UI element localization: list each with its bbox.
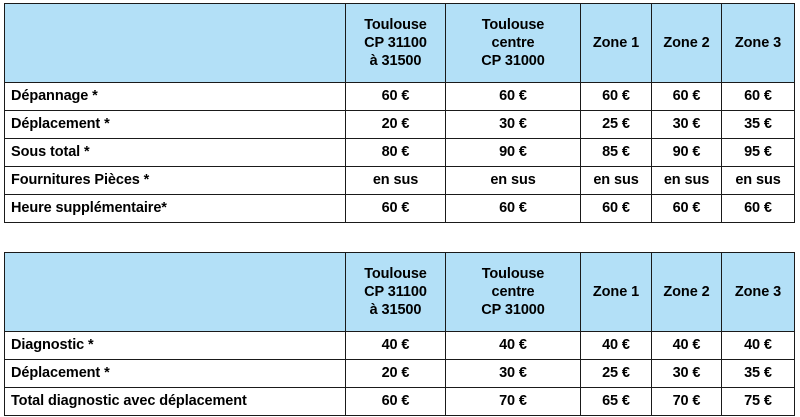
- cell-value: 25 €: [580, 359, 652, 388]
- header-line: Zone 3: [734, 283, 782, 300]
- cell-value: 60 €: [345, 387, 446, 416]
- cell-value: 40 €: [580, 331, 652, 360]
- row-label: Déplacement *: [4, 359, 346, 388]
- header-line: Toulouse: [364, 265, 427, 282]
- cell-value: 80 €: [345, 138, 446, 167]
- header-line: centre: [491, 283, 535, 300]
- cell-value: 30 €: [651, 359, 722, 388]
- cell-value: 60 €: [445, 82, 581, 111]
- cell-value: 95 €: [721, 138, 795, 167]
- header-line: à 31500: [369, 53, 422, 70]
- cell-value: en sus: [651, 166, 722, 195]
- cell-value: 90 €: [445, 138, 581, 167]
- cell-value: 85 €: [580, 138, 652, 167]
- cell-value: en sus: [345, 166, 446, 195]
- header-line: Toulouse: [481, 265, 545, 282]
- cell-value: 30 €: [445, 359, 581, 388]
- table-row: Total diagnostic avec déplacement 60 € 7…: [4, 387, 795, 416]
- header-cell-zone-3: Zone 3: [721, 3, 795, 83]
- table-tarifs-depannage: Toulouse CP 31100 à 31500 Toulouse centr…: [4, 3, 795, 223]
- row-label: Heure supplémentaire*: [4, 194, 346, 223]
- row-label: Fournitures Pièces *: [4, 166, 346, 195]
- cell-value: 60 €: [721, 82, 795, 111]
- row-label: Déplacement *: [4, 110, 346, 139]
- cell-value: 60 €: [580, 82, 652, 111]
- cell-value: 60 €: [651, 194, 722, 223]
- cell-value: 30 €: [651, 110, 722, 139]
- header-cell-blank: [4, 3, 346, 83]
- table-row: Fournitures Pièces * en sus en sus en su…: [4, 166, 795, 195]
- row-label: Sous total *: [4, 138, 346, 167]
- header-line: à 31500: [369, 302, 422, 319]
- header-cell-zone-1: Zone 1: [580, 252, 652, 332]
- header-cell-toulouse-centre: Toulouse centre CP 31000: [445, 3, 581, 83]
- header-line: Zone 1: [592, 34, 640, 51]
- header-line: Zone 1: [592, 283, 640, 300]
- cell-value: 25 €: [580, 110, 652, 139]
- cell-value: 65 €: [580, 387, 652, 416]
- header-line: Zone 2: [663, 283, 710, 300]
- table-row: Déplacement * 20 € 30 € 25 € 30 € 35 €: [4, 359, 795, 388]
- header-cell-zone-3: Zone 3: [721, 252, 795, 332]
- table-row: Heure supplémentaire* 60 € 60 € 60 € 60 …: [4, 194, 795, 223]
- cell-value: en sus: [580, 166, 652, 195]
- cell-value: 40 €: [721, 331, 795, 360]
- header-cell-toulouse-cp: Toulouse CP 31100 à 31500: [345, 252, 446, 332]
- cell-value: 70 €: [445, 387, 581, 416]
- cell-value: 40 €: [651, 331, 722, 360]
- table-row: Déplacement * 20 € 30 € 25 € 30 € 35 €: [4, 110, 795, 139]
- header-line: CP 31000: [481, 53, 545, 70]
- table-header-row: Toulouse CP 31100 à 31500 Toulouse centr…: [4, 252, 795, 332]
- header-line: Zone 2: [663, 34, 710, 51]
- cell-value: 40 €: [345, 331, 446, 360]
- table-tarifs-diagnostic: Toulouse CP 31100 à 31500 Toulouse centr…: [4, 252, 795, 416]
- cell-value: 30 €: [445, 110, 581, 139]
- table-row: Dépannage * 60 € 60 € 60 € 60 € 60 €: [4, 82, 795, 111]
- cell-value: 90 €: [651, 138, 722, 167]
- row-label: Dépannage *: [4, 82, 346, 111]
- header-line: Zone 3: [734, 34, 782, 51]
- header-line: CP 31100: [364, 283, 427, 300]
- header-cell-toulouse-cp: Toulouse CP 31100 à 31500: [345, 3, 446, 83]
- table-row: Sous total * 80 € 90 € 85 € 90 € 95 €: [4, 138, 795, 167]
- cell-value: 60 €: [580, 194, 652, 223]
- cell-value: 70 €: [651, 387, 722, 416]
- header-cell-zone-1: Zone 1: [580, 3, 652, 83]
- row-label: Diagnostic *: [4, 331, 346, 360]
- cell-value: 40 €: [445, 331, 581, 360]
- cell-value: 20 €: [345, 359, 446, 388]
- header-cell-blank: [4, 252, 346, 332]
- cell-value: 60 €: [345, 82, 446, 111]
- cell-value: 75 €: [721, 387, 795, 416]
- table-header-row: Toulouse CP 31100 à 31500 Toulouse centr…: [4, 3, 795, 83]
- header-cell-zone-2: Zone 2: [651, 252, 722, 332]
- cell-value: 35 €: [721, 359, 795, 388]
- cell-value: 60 €: [721, 194, 795, 223]
- header-line: CP 31000: [481, 302, 545, 319]
- header-cell-toulouse-centre: Toulouse centre CP 31000: [445, 252, 581, 332]
- cell-value: 60 €: [345, 194, 446, 223]
- cell-value: 20 €: [345, 110, 446, 139]
- header-line: CP 31100: [364, 34, 427, 51]
- table-row: Diagnostic * 40 € 40 € 40 € 40 € 40 €: [4, 331, 795, 360]
- cell-value: 60 €: [445, 194, 581, 223]
- cell-value: 60 €: [651, 82, 722, 111]
- cell-value: en sus: [721, 166, 795, 195]
- header-line: Toulouse: [364, 16, 427, 33]
- header-line: centre: [491, 34, 535, 51]
- header-line: Toulouse: [481, 16, 545, 33]
- header-cell-zone-2: Zone 2: [651, 3, 722, 83]
- cell-value: 35 €: [721, 110, 795, 139]
- row-label: Total diagnostic avec déplacement: [4, 387, 346, 416]
- cell-value: en sus: [445, 166, 581, 195]
